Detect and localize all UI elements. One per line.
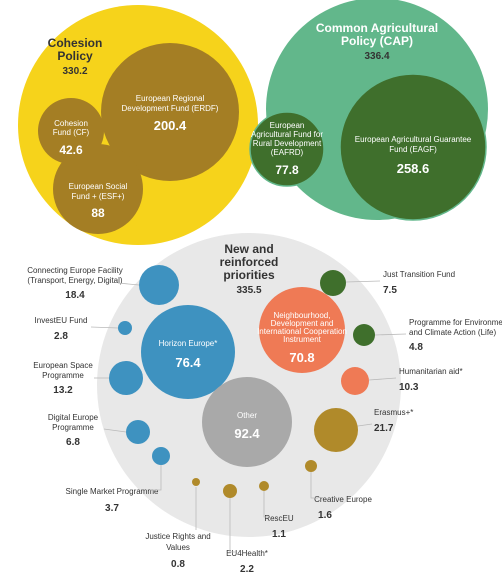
erasmus-connector <box>357 423 373 427</box>
eafrd-label: European <box>270 121 305 130</box>
connecting-europe-connector <box>117 282 140 286</box>
single-market-connector <box>150 465 162 491</box>
priorities-label: reinforced <box>220 255 279 269</box>
investeu-connector <box>90 326 119 329</box>
eagf-bubble <box>339 73 487 221</box>
just-transition-connector <box>345 280 381 283</box>
eagf-label: Fund (EAGF) <box>389 145 437 154</box>
digital-europe-bubble <box>126 420 150 444</box>
erdf-value: 200.4 <box>154 118 187 133</box>
digital-europe-connector <box>103 428 127 433</box>
eu4health-value: 2.2 <box>240 564 254 575</box>
creative-europe-bubble <box>305 460 317 472</box>
cohesion-policy-label: Policy <box>57 49 93 63</box>
erdf-label: European Regional <box>136 94 205 103</box>
humanitarian-aid-label: Humanitarian aid* <box>399 367 463 376</box>
esf-value: 88 <box>91 206 105 220</box>
priorities-label: priorities <box>223 268 275 282</box>
ndici-label: Neighbourhood, <box>274 311 331 320</box>
erdf-bubble <box>101 43 239 181</box>
esf-label: European Social <box>69 182 128 191</box>
creative-europe-label: Creative Europe <box>314 495 372 504</box>
ndici-label: International Cooperation <box>257 327 347 336</box>
justice-rights-label: Justice Rights and <box>145 532 210 541</box>
justice-rights-label: Values <box>166 543 190 552</box>
horizon-europe-bubble <box>141 305 235 399</box>
just-transition-label: Just Transition Fund <box>383 270 455 279</box>
digital-europe-label: Digital Europe <box>48 413 99 422</box>
creative-europe-connector <box>310 472 318 499</box>
cf-label: Fund (CF) <box>53 128 90 137</box>
investeu-bubble <box>118 321 132 335</box>
ndici-value: 70.8 <box>289 350 314 365</box>
single-market-value: 3.7 <box>105 503 119 514</box>
eu4health-bubble <box>223 484 237 498</box>
life-programme-bubble <box>353 324 375 346</box>
justice-rights-bubble <box>192 478 200 486</box>
erdf-label: Development Fund (ERDF) <box>122 104 219 113</box>
european-space-bubble <box>109 361 143 395</box>
investeu-value: 2.8 <box>54 331 68 342</box>
resceu-value: 1.1 <box>272 529 286 540</box>
cap-label: Common Agricultural <box>316 21 438 35</box>
digital-europe-value: 6.8 <box>66 437 80 448</box>
life-programme-value: 4.8 <box>409 342 423 353</box>
eagf-label: European Agricultural Guarantee <box>355 135 472 144</box>
erasmus-label: Erasmus+* <box>374 408 413 417</box>
connecting-europe-bubble <box>139 265 179 305</box>
priorities-label: New and <box>224 242 273 256</box>
ndici-label: Instrument <box>283 335 322 344</box>
cohesion-policy-value: 330.2 <box>62 66 87 77</box>
erasmus-value: 21.7 <box>374 423 394 434</box>
digital-europe-label: Programme <box>52 423 94 432</box>
investeu-label: InvestEU Fund <box>35 316 88 325</box>
resceu-bubble <box>259 481 269 491</box>
eafrd-label: (EAFRD) <box>271 148 304 157</box>
eafrd-value: 77.8 <box>275 163 299 177</box>
ndici-label: Development and <box>271 319 334 328</box>
humanitarian-aid-connector <box>368 377 397 381</box>
cap-label: Policy (CAP) <box>341 34 413 48</box>
horizon-europe-label: Horizon Europe* <box>159 339 218 348</box>
resceu-connector <box>263 491 268 518</box>
horizon-europe-value: 76.4 <box>175 355 201 370</box>
european-space-label: European Space <box>33 361 93 370</box>
eafrd-label: Agricultural Fund for <box>251 130 323 139</box>
eu4health-connector <box>229 498 236 553</box>
life-programme-label: and Climate Action (Life) <box>409 328 496 337</box>
humanitarian-aid-bubble <box>341 367 369 395</box>
eafrd-bubble <box>249 111 325 187</box>
other-bubble <box>202 377 292 467</box>
eu4health-label: EU4Health* <box>226 549 268 558</box>
eafrd-label: Rural Development <box>253 139 322 148</box>
esf-label: Fund + (ESF+) <box>72 192 125 201</box>
just-transition-value: 7.5 <box>383 285 397 296</box>
single-market-label: Single Market Programme <box>66 487 159 496</box>
european-space-label: Programme <box>42 371 84 380</box>
other-label: Other <box>237 411 257 420</box>
life-programme-connector <box>374 333 407 336</box>
cap-value: 336.4 <box>364 51 389 62</box>
eagf-value: 258.6 <box>397 161 430 176</box>
erasmus-bubble <box>314 408 358 452</box>
creative-europe-value: 1.6 <box>318 510 332 521</box>
cohesion-policy-label: Cohesion <box>48 36 103 50</box>
cf-value: 42.6 <box>59 143 83 157</box>
connecting-europe-label: Connecting Europe Facility <box>27 266 123 275</box>
life-programme-label: Programme for Environment <box>409 318 502 327</box>
single-market-bubble <box>152 447 170 465</box>
connecting-europe-value: 18.4 <box>65 290 85 301</box>
cf-label: Cohesion <box>54 119 88 128</box>
just-transition-bubble <box>320 270 346 296</box>
justice-rights-value: 0.8 <box>171 559 185 570</box>
esf-bubble <box>53 144 143 234</box>
priorities-value: 335.5 <box>236 285 261 296</box>
resceu-label: RescEU <box>264 514 294 523</box>
humanitarian-aid-value: 10.3 <box>399 382 419 393</box>
european-space-value: 13.2 <box>53 385 73 396</box>
ndici-bubble <box>259 287 345 373</box>
connecting-europe-label: (Transport, Energy, Digital) <box>27 276 122 285</box>
other-value: 92.4 <box>234 426 260 441</box>
